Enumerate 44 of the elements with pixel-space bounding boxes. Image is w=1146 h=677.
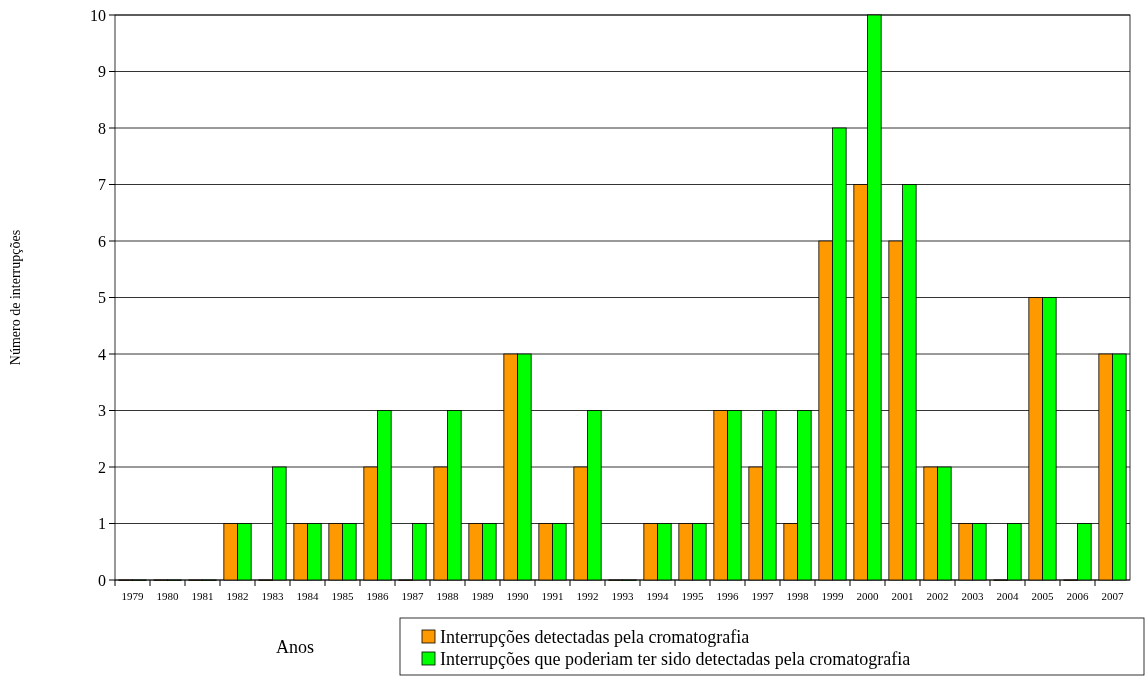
x-axis-title: Anos	[275, 637, 315, 657]
x-tick-label: 1998	[786, 590, 809, 602]
legend-label: Interrupções detectadas pela cromatografia	[440, 627, 750, 648]
x-tick-label: 2002	[926, 590, 949, 602]
x-tick-label: 1982	[226, 590, 249, 602]
x-tick-label: 2001	[891, 590, 914, 602]
x-tick-label: 2000	[856, 590, 879, 602]
x-tick-label: 1979	[121, 590, 144, 602]
x-tick-label: 2006	[1066, 590, 1089, 602]
x-tick-label: 2005	[1031, 590, 1054, 602]
x-tick-label: 1990	[506, 590, 529, 602]
y-tick-label: 9	[98, 63, 106, 81]
x-tick-label: 1988	[436, 590, 459, 602]
y-tick-label: 10	[90, 6, 106, 24]
x-tick-label: 1999	[821, 590, 844, 602]
y-tick-label: 1	[98, 515, 106, 533]
y-tick-label: 0	[98, 571, 106, 589]
x-tick-label: 1997	[751, 590, 774, 602]
x-tick-label: 1983	[261, 590, 284, 602]
y-tick-label: 2	[98, 458, 106, 476]
x-tick-label: 1994	[646, 590, 669, 602]
y-tick-label: 5	[98, 289, 106, 307]
x-tick-label: 1987	[401, 590, 424, 602]
x-tick-label: 1986	[366, 590, 389, 602]
legend-label: Interrupções que poderiam ter sido detectadas pela cromatografia	[440, 649, 911, 670]
x-tick-label: 1989	[471, 590, 494, 602]
x-tick-label: 2004	[996, 590, 1019, 602]
x-tick-label: 1995	[681, 590, 704, 602]
x-tick-label: 1996	[716, 590, 739, 602]
x-tick-label: 1984	[296, 590, 319, 602]
y-tick-label: 8	[98, 119, 106, 137]
y-tick-label: 4	[98, 345, 106, 363]
x-tick-label: 1985	[331, 590, 354, 602]
x-tick-label: 2007	[1101, 590, 1124, 602]
x-tick-label: 1981	[191, 590, 214, 602]
x-tick-label: 2003	[961, 590, 984, 602]
x-tick-label: 1991	[541, 590, 564, 602]
x-tick-label: 1993	[611, 590, 634, 602]
y-tick-label: 7	[98, 176, 106, 194]
y-tick-label: 6	[98, 232, 106, 250]
y-tick-label: 3	[98, 402, 106, 420]
y-axis-title: Número de interrupções	[8, 229, 23, 366]
x-tick-label: 1980	[156, 590, 179, 602]
x-tick-label: 1992	[576, 590, 599, 602]
